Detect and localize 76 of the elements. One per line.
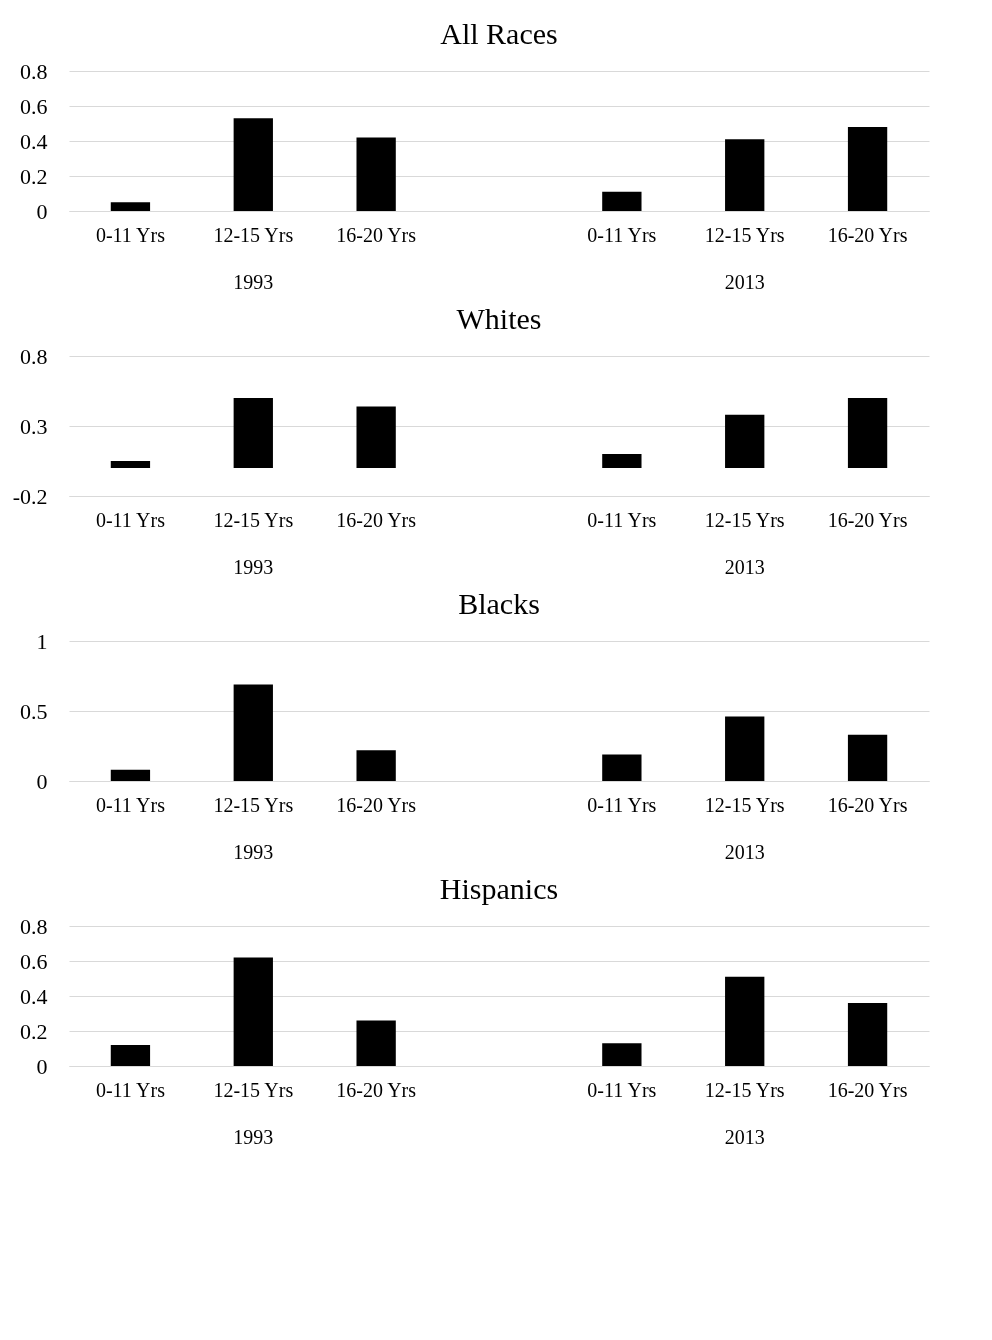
text: 1993 xyxy=(233,556,274,578)
bar xyxy=(356,137,396,211)
text: 2013 xyxy=(724,556,765,578)
x-tick-label: 0-11 Yrs xyxy=(95,223,166,246)
bar xyxy=(356,1020,396,1066)
y-tick-label: 0.2 xyxy=(20,1018,48,1044)
chart-title: Blacks xyxy=(458,587,540,620)
bar xyxy=(602,191,642,211)
bar xyxy=(233,118,273,211)
bar xyxy=(725,414,765,468)
bar xyxy=(602,1043,642,1066)
y-tick-label: 0.2 xyxy=(20,163,48,189)
bar xyxy=(110,202,151,211)
x-tick-label: 0-11 Yrs xyxy=(587,1078,657,1101)
x-tick-label: 16-20 Yrs xyxy=(827,508,908,531)
bar xyxy=(725,976,765,1066)
x-tick-label: 12-15 Yrs xyxy=(704,793,785,816)
bar xyxy=(725,139,765,211)
x-tick-label: 0-11 Yrs xyxy=(95,508,166,531)
bar xyxy=(233,684,273,781)
x-tick-label: 0-11 Yrs xyxy=(587,508,657,531)
bar xyxy=(847,1003,888,1066)
x-tick-label: 12-15 Yrs xyxy=(213,793,294,816)
y-tick-label: 0.4 xyxy=(20,128,48,154)
bar xyxy=(110,769,151,781)
chart-title: Whites xyxy=(456,302,542,335)
x-tick-label: 16-20 Yrs xyxy=(827,223,908,246)
x-tick-label: 16-20 Yrs xyxy=(336,223,417,246)
x-tick-label: 12-15 Yrs xyxy=(704,508,785,531)
y-tick-label: 0.8 xyxy=(20,343,48,369)
bar xyxy=(847,127,888,211)
text: 1993 xyxy=(233,841,274,863)
text: 2013 xyxy=(724,1126,765,1148)
y-tick-label: 0.6 xyxy=(20,93,48,119)
bar xyxy=(602,754,642,781)
text: 2013 xyxy=(724,271,765,293)
x-tick-label: 16-20 Yrs xyxy=(827,1078,908,1101)
y-tick-label: 1 xyxy=(36,628,48,654)
y-tick-label: 0.3 xyxy=(20,413,48,439)
text: 2013 xyxy=(724,841,765,863)
x-tick-label: 0-11 Yrs xyxy=(95,1078,166,1101)
y-tick-label: 0 xyxy=(36,1053,48,1079)
y-tick-label: 0 xyxy=(36,198,48,224)
bar xyxy=(110,1045,151,1066)
chart-title: All Races xyxy=(440,17,558,50)
x-tick-label: 16-20 Yrs xyxy=(336,793,417,816)
text: 1993 xyxy=(233,1126,274,1148)
x-tick-label: 12-15 Yrs xyxy=(213,508,294,531)
bar xyxy=(356,750,396,781)
x-tick-label: 0-11 Yrs xyxy=(587,223,657,246)
bar xyxy=(233,398,273,468)
y-tick-label: 0.4 xyxy=(20,983,48,1009)
bar xyxy=(110,461,151,468)
x-tick-label: 0-11 Yrs xyxy=(95,793,166,816)
y-tick-label: -0.2 xyxy=(12,483,48,509)
bar xyxy=(356,406,396,468)
x-tick-label: 16-20 Yrs xyxy=(827,793,908,816)
bar xyxy=(847,398,888,468)
y-tick-label: 0.5 xyxy=(20,698,48,724)
y-tick-label: 0 xyxy=(36,768,48,794)
bar xyxy=(847,734,888,781)
x-tick-label: 12-15 Yrs xyxy=(704,1078,785,1101)
x-tick-label: 0-11 Yrs xyxy=(587,793,657,816)
chart-title: Hispanics xyxy=(439,872,559,905)
x-tick-label: 16-20 Yrs xyxy=(336,508,417,531)
bar xyxy=(233,957,273,1066)
y-tick-label: 0.6 xyxy=(20,948,48,974)
x-tick-label: 16-20 Yrs xyxy=(336,1078,417,1101)
x-tick-label: 12-15 Yrs xyxy=(213,1078,294,1101)
x-tick-label: 12-15 Yrs xyxy=(213,223,294,246)
x-tick-label: 12-15 Yrs xyxy=(704,223,785,246)
text: 1993 xyxy=(233,271,274,293)
y-tick-label: 0.8 xyxy=(20,913,48,939)
bar xyxy=(725,716,765,781)
y-tick-label: 0.8 xyxy=(20,58,48,84)
bar xyxy=(602,454,642,468)
